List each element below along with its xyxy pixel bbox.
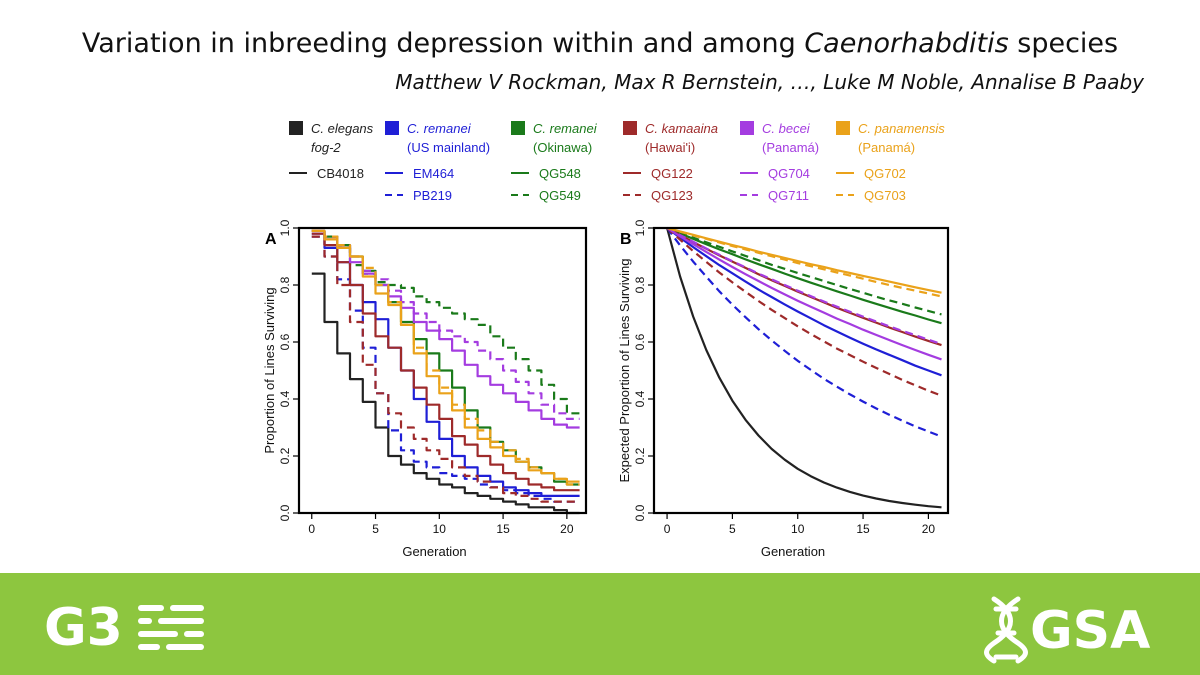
legend-subtitle-c-becei-panam: (Panamá) xyxy=(762,140,819,155)
panel-b-xtick-10: 10 xyxy=(791,522,805,536)
panel-b-xlabel: Generation xyxy=(761,544,825,559)
panel-a-ylabel: Proportion of Lines Surviving xyxy=(262,287,277,453)
panel-a-ytick-0-6: 0.6 xyxy=(278,333,292,350)
panel-a-label: A xyxy=(265,231,277,248)
legend-strain-qg123: QG123 xyxy=(651,188,693,203)
slide-title: Variation in inbreeding depression withi… xyxy=(0,28,1200,59)
legend-strain-qg549: QG549 xyxy=(539,188,581,203)
panel-a-series-qg703 xyxy=(311,229,580,486)
legend-strain-pb219: PB219 xyxy=(413,188,452,203)
panel-a-series-qg711 xyxy=(311,229,580,420)
footer-bar: G3 GSA xyxy=(0,573,1200,675)
legend-species-c-remanei-okinawa: C. remanei xyxy=(533,121,598,136)
legend-species-c-elegans-fog-2: C. elegans xyxy=(311,121,374,136)
legend-strain-qg703: QG703 xyxy=(864,188,906,203)
panel-a-ytick-1-0: 1.0 xyxy=(278,219,292,236)
panel-a-xtick-15: 15 xyxy=(496,522,510,536)
panel-a-series-qg123 xyxy=(311,235,580,503)
dna-helix-icon xyxy=(984,596,1028,664)
panel-b-xtick-5: 5 xyxy=(729,522,736,536)
legend-subtitle-c-remanei-us-mainland: (US mainland) xyxy=(407,140,490,155)
legend-strain-qg711: QG711 xyxy=(768,188,809,203)
panel-a-xtick-10: 10 xyxy=(433,522,447,536)
legend-strain-cb4018: CB4018 xyxy=(317,166,364,181)
panel-b-frame xyxy=(652,226,950,515)
footer-graphic: G3 GSA xyxy=(0,573,1200,675)
legend-strain-qg704: QG704 xyxy=(768,166,810,181)
panel-a-series-qg702 xyxy=(311,229,580,483)
legend-species-c-kamaaina-hawai-i: C. kamaaina xyxy=(645,121,718,136)
legend-swatch-c-elegans-fog-2 xyxy=(289,121,303,135)
panel-a-series-cb4018 xyxy=(311,272,580,515)
panel-a-ytick-0-2: 0.2 xyxy=(278,447,292,464)
panel-b-ytick-0-8: 0.8 xyxy=(633,276,647,293)
legend-subtitle-c-kamaaina-hawai-i: (Hawai'i) xyxy=(645,140,695,155)
legend-swatch-c-remanei-okinawa xyxy=(511,121,525,135)
panel-a-series-pb219 xyxy=(311,235,580,503)
panel-b-ytick-0-2: 0.2 xyxy=(633,447,647,464)
legend-swatch-c-kamaaina-hawai-i xyxy=(623,121,637,135)
panel-b-xtick-0: 0 xyxy=(664,522,671,536)
panel-b-xtick-20: 20 xyxy=(922,522,936,536)
panel-a-xtick-20: 20 xyxy=(560,522,574,536)
panel-b-series-qg703 xyxy=(666,226,942,298)
panel-a-xtick-5: 5 xyxy=(372,522,379,536)
panel-b-series-qg548 xyxy=(666,226,942,325)
panel-a-xtick-0: 0 xyxy=(308,522,315,536)
title-genus: Caenorhabditis xyxy=(804,28,1009,59)
panel-b-series-qg702 xyxy=(666,226,942,294)
author-list: Matthew V Rockman, Max R Bernstein, …, L… xyxy=(395,70,1144,94)
panel-b-ytick-0-0: 0.0 xyxy=(633,504,647,521)
panel-b-ylabel: Expected Proportion of Lines Surviving xyxy=(617,258,632,482)
legend-swatch-c-becei-panam xyxy=(740,121,754,135)
panel-a-xlabel: Generation xyxy=(402,544,466,559)
panel-a-ytick-0-0: 0.0 xyxy=(278,504,292,521)
legend-swatch-c-remanei-us-mainland xyxy=(385,121,399,135)
panel-a-ytick-0-8: 0.8 xyxy=(278,276,292,293)
panel-b-ytick-0-4: 0.4 xyxy=(633,390,647,407)
panel-b-series-cb4018 xyxy=(666,227,942,509)
panel-b-series-pb219 xyxy=(666,227,942,438)
legend-species-c-becei-panam: C. becei xyxy=(762,121,811,136)
panel-b-label: B xyxy=(620,231,632,248)
panel-b-xtick-15: 15 xyxy=(856,522,870,536)
panel-a-frame xyxy=(297,226,588,515)
dna-bars-icon xyxy=(138,605,204,650)
title-suffix: species xyxy=(1008,28,1119,59)
panel-b-ytick-1-0: 1.0 xyxy=(633,219,647,236)
panel-a-series-em464 xyxy=(311,232,580,497)
panel-b-ytick-0-6: 0.6 xyxy=(633,333,647,350)
panel-a-series-qg548 xyxy=(311,229,580,486)
legend-subtitle-c-remanei-okinawa: (Okinawa) xyxy=(533,140,592,155)
panel-b-series-qg711 xyxy=(666,227,942,346)
g3-logo: G3 xyxy=(44,598,123,658)
gsa-logo: GSA xyxy=(1030,601,1150,661)
panel-b-series-em464 xyxy=(666,227,942,377)
panel-b-series-qg123 xyxy=(666,227,942,397)
legend-strain-qg702: QG702 xyxy=(864,166,906,181)
legend-strain-qg122: QG122 xyxy=(651,166,693,181)
legend-strain-qg548: QG548 xyxy=(539,166,581,181)
legend-species-c-panamensis-panam: C. panamensis xyxy=(858,121,945,136)
panel-b-series-qg549 xyxy=(666,226,942,316)
legend-swatch-c-panamensis-panam xyxy=(836,121,850,135)
legend-species-c-remanei-us-mainland: C. remanei xyxy=(407,121,472,136)
species-legend: C. elegans fog-2 CB4018 C. remanei (US mainl… xyxy=(289,121,945,203)
panel-a-series-qg704 xyxy=(311,229,580,429)
survival-charts: 0 5 10 15 200.00.20.40.60.81.0AGenerationPro… xyxy=(262,219,950,559)
panel-b-series-qg704 xyxy=(666,227,942,361)
legend-subtitle-c-elegans-fog-2: fog-2 xyxy=(311,140,341,155)
legend-strain-em464: EM464 xyxy=(413,166,454,181)
panel-a-ytick-0-4: 0.4 xyxy=(278,390,292,407)
panel-a-series-qg122 xyxy=(311,232,580,492)
title-prefix: Variation in inbreeding depression withi… xyxy=(81,28,805,59)
legend-subtitle-c-panamensis-panam: (Panamá) xyxy=(858,140,915,155)
